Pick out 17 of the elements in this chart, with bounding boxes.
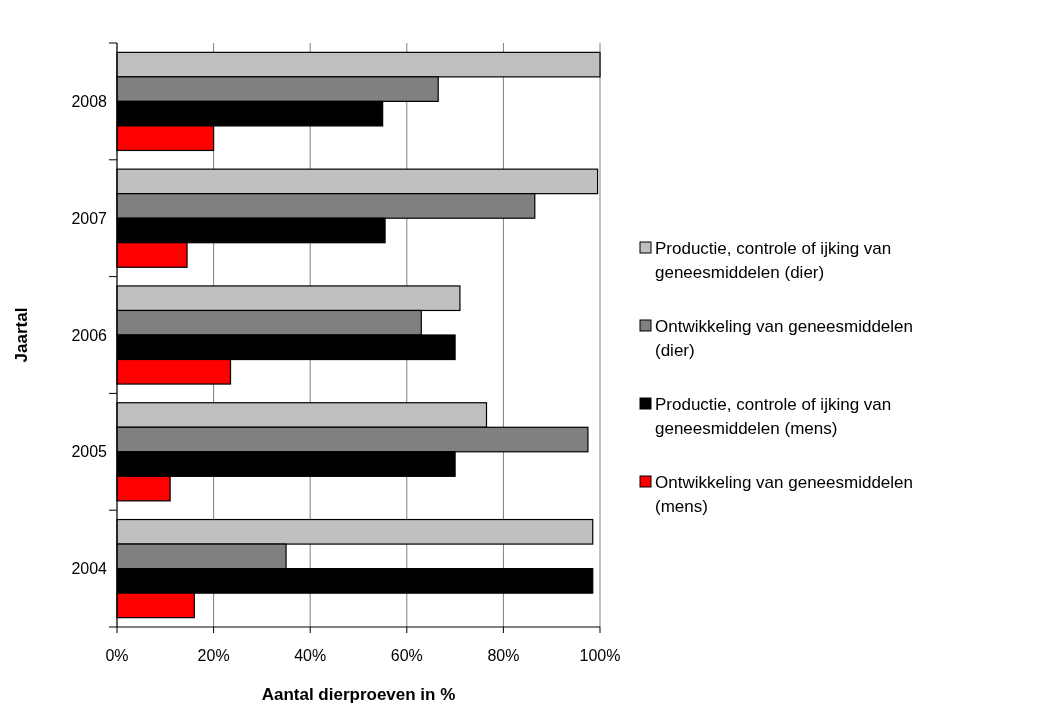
legend-label: Productie, controle of ijking van geneesmiddelen (mens) xyxy=(655,394,892,438)
y-tick-label: 2008 xyxy=(71,93,108,110)
y-tick-label: 2005 xyxy=(71,443,108,461)
y-axis-title: Jaartal xyxy=(12,307,31,363)
x-tick-label: 100% xyxy=(579,647,621,664)
x-axis-title: Aantal dierproeven in % xyxy=(261,685,456,704)
x-tick-label: 80% xyxy=(487,647,520,664)
x-tick-label: 20% xyxy=(197,647,230,664)
y-tick-label: 2004 xyxy=(71,560,108,578)
y-tick-label: 2007 xyxy=(71,209,108,227)
legend-label: Productie, controle of ijking van geneesmiddelen (dier) xyxy=(655,238,892,282)
x-tick-label: 60% xyxy=(390,647,423,664)
legend-label: Ontwikkeling van geneesmiddelen (dier) xyxy=(655,316,913,360)
legend-label: Ontwikkeling van geneesmiddelen (mens) xyxy=(655,472,913,516)
x-tick-label: 40% xyxy=(294,647,327,664)
x-tick-label: 0% xyxy=(105,647,129,664)
y-tick-label: 2006 xyxy=(71,326,108,344)
